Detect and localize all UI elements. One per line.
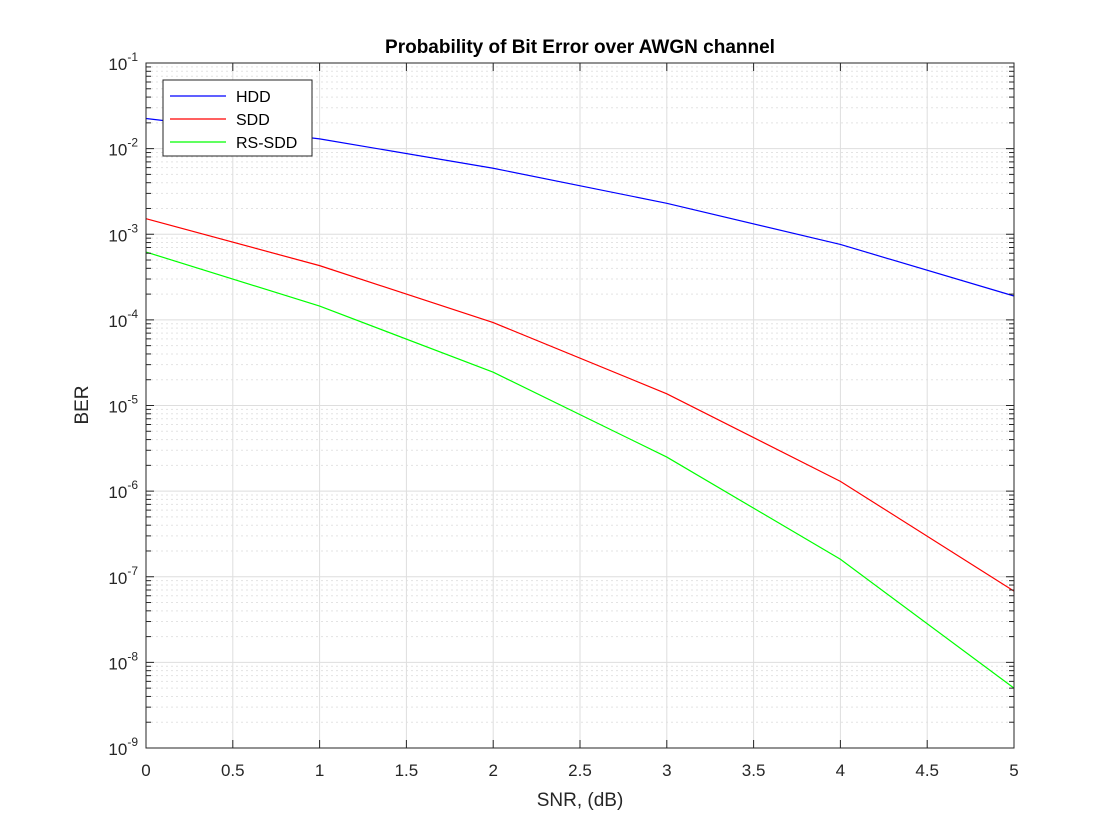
y-tick-base: 10: [108, 226, 127, 245]
ticks-layer: [145, 62, 1015, 749]
legend: HDD SDD RS-SDD: [162, 79, 313, 157]
x-tick-label: 4.5: [915, 761, 939, 780]
series-line-sdd: [145, 218, 1015, 592]
y-axis-label: BER: [72, 385, 93, 424]
y-tick-base: 10: [108, 55, 127, 74]
x-tick-label: 1: [315, 761, 324, 780]
y-tick-base: 10: [108, 654, 127, 673]
legend-box: [162, 79, 313, 157]
y-tick-base: 10: [108, 740, 127, 759]
y-tick-exponent: -6: [127, 478, 138, 492]
y-tick-label: 10-2: [108, 136, 138, 160]
legend-label-rs-sdd: RS-SDD: [236, 135, 297, 152]
y-tick-exponent: -3: [127, 221, 138, 235]
y-tick-labels: 10-910-810-710-610-510-410-310-210-1: [108, 50, 138, 759]
y-tick-label: 10-6: [108, 478, 138, 502]
x-tick-label: 3.5: [742, 761, 766, 780]
y-tick-exponent: -8: [127, 649, 138, 663]
y-tick-exponent: -2: [127, 136, 138, 150]
x-tick-label: 1.5: [395, 761, 419, 780]
y-tick-exponent: -9: [127, 735, 138, 749]
y-tick-label: 10-1: [108, 50, 138, 74]
y-tick-label: 10-4: [108, 307, 138, 331]
x-tick-labels: 0 0.5 1 1.5 2 2.5 3 3.5 4 4.5 5: [141, 761, 1018, 780]
y-tick-base: 10: [108, 398, 127, 417]
y-tick-label: 10-3: [108, 221, 138, 245]
y-tick-exponent: -5: [127, 393, 138, 407]
y-tick-exponent: -7: [127, 564, 138, 578]
x-tick-label: 0: [141, 761, 150, 780]
x-tick-label: 4: [836, 761, 845, 780]
x-axis-label: SNR, (dB): [537, 790, 624, 811]
legend-label-sdd: SDD: [236, 112, 270, 129]
y-tick-label: 10-5: [108, 393, 138, 417]
series-line-rs-sdd: [145, 251, 1015, 689]
y-tick-base: 10: [108, 483, 127, 502]
legend-label-hdd: HDD: [236, 89, 271, 106]
y-tick-base: 10: [108, 141, 127, 160]
y-tick-label: 10-8: [108, 649, 138, 673]
x-tick-label: 5: [1009, 761, 1018, 780]
x-tick-label: 2.5: [568, 761, 592, 780]
y-tick-base: 10: [108, 569, 127, 588]
y-tick-exponent: -1: [127, 50, 138, 64]
x-tick-label: 0.5: [221, 761, 245, 780]
y-tick-label: 10-7: [108, 564, 138, 588]
x-tick-label: 3: [662, 761, 671, 780]
y-tick-base: 10: [108, 312, 127, 331]
chart-title: Probability of Bit Error over AWGN chann…: [385, 37, 775, 58]
x-tick-label: 2: [488, 761, 497, 780]
y-tick-label: 10-9: [108, 735, 138, 759]
y-tick-exponent: -4: [127, 307, 138, 321]
